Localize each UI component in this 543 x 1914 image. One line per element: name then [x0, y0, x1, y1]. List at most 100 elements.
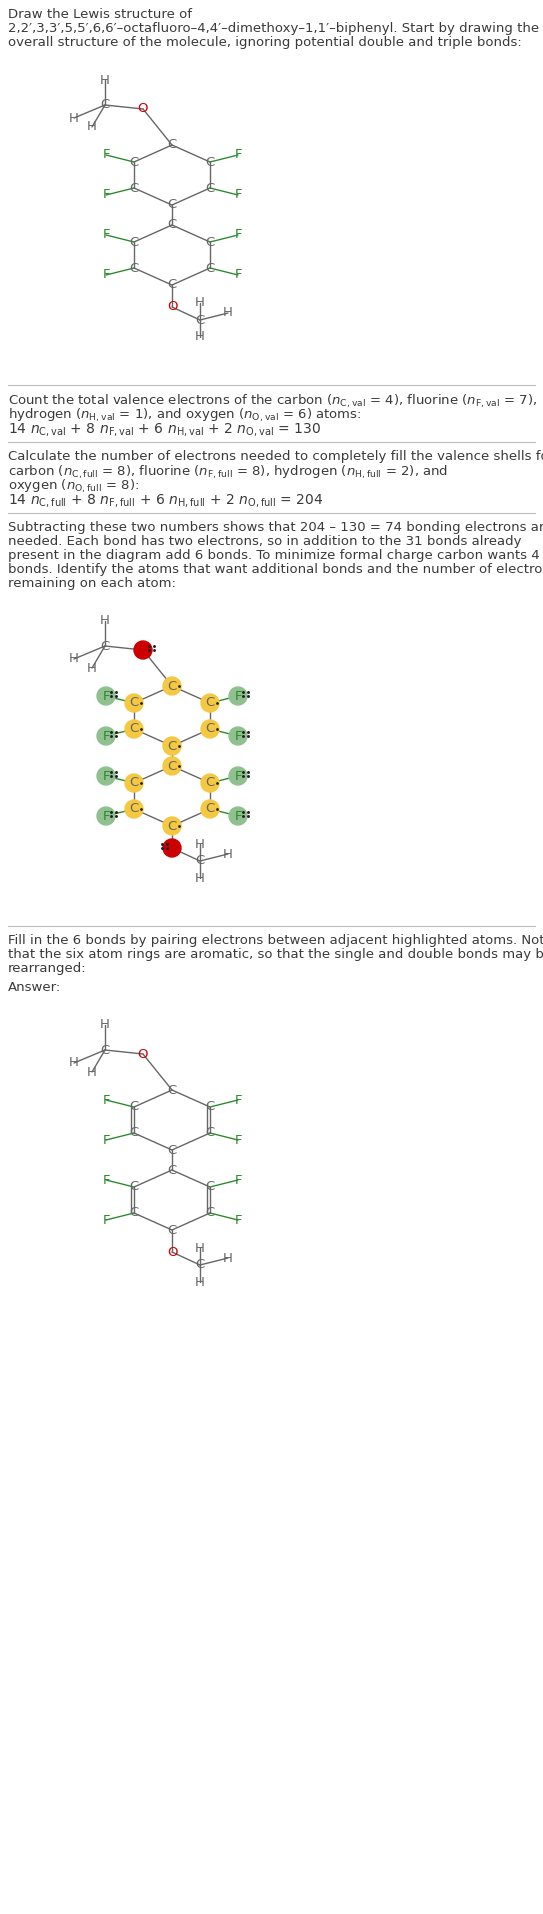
Text: F: F — [234, 1133, 242, 1146]
Text: C: C — [129, 155, 138, 168]
Text: H: H — [195, 1275, 205, 1288]
Text: H: H — [195, 297, 205, 310]
Text: C: C — [205, 155, 214, 168]
Circle shape — [125, 695, 143, 712]
Text: $14\ n_\mathregular{C, full}$ + $8\ n_\mathregular{F, full}$ + $6\ n_\mathregula: $14\ n_\mathregular{C, full}$ + $8\ n_\m… — [8, 492, 324, 509]
Text: C: C — [167, 819, 176, 833]
Text: C: C — [167, 1223, 176, 1236]
Text: F: F — [234, 1173, 242, 1187]
Circle shape — [229, 687, 247, 704]
Text: H: H — [223, 1252, 233, 1265]
Text: H: H — [223, 848, 233, 861]
Text: O: O — [167, 1246, 177, 1259]
Circle shape — [97, 727, 115, 745]
Text: H: H — [223, 306, 233, 320]
Text: O: O — [138, 103, 148, 115]
Text: F: F — [234, 810, 242, 823]
Text: F: F — [102, 1173, 110, 1187]
Text: C: C — [205, 777, 214, 789]
Circle shape — [125, 720, 143, 739]
Text: C: C — [167, 760, 176, 773]
Text: C: C — [100, 1043, 110, 1057]
Text: C: C — [167, 199, 176, 212]
Text: H: H — [195, 1242, 205, 1254]
Text: F: F — [234, 1213, 242, 1227]
Text: F: F — [234, 188, 242, 201]
Circle shape — [97, 687, 115, 704]
Text: F: F — [102, 769, 110, 783]
Text: Draw the Lewis structure of: Draw the Lewis structure of — [8, 8, 192, 21]
Text: C: C — [205, 802, 214, 815]
Circle shape — [97, 768, 115, 785]
Circle shape — [163, 838, 181, 857]
Text: F: F — [234, 689, 242, 702]
Text: F: F — [234, 1093, 242, 1106]
Text: F: F — [102, 729, 110, 743]
Circle shape — [134, 641, 152, 658]
Text: C: C — [100, 98, 110, 111]
Circle shape — [163, 737, 181, 754]
Text: F: F — [102, 268, 110, 281]
Circle shape — [201, 773, 219, 792]
Text: C: C — [205, 262, 214, 274]
Text: C: C — [129, 262, 138, 274]
Text: F: F — [102, 188, 110, 201]
Text: C: C — [167, 679, 176, 693]
Text: C: C — [195, 1259, 205, 1271]
Text: 2,2′,3,3′,5,5′,6,6′–octafluoro–4,4′–dimethoxy–1,1′–biphenyl. Start by drawing th: 2,2′,3,3′,5,5′,6,6′–octafluoro–4,4′–dime… — [8, 21, 539, 34]
Text: O: O — [167, 300, 177, 314]
Text: H: H — [195, 838, 205, 850]
Text: F: F — [234, 729, 242, 743]
Text: needed. Each bond has two electrons, so in addition to the 31 bonds already: needed. Each bond has two electrons, so … — [8, 536, 521, 547]
Text: C: C — [129, 235, 138, 249]
Circle shape — [163, 758, 181, 775]
Circle shape — [97, 808, 115, 825]
Text: F: F — [102, 1093, 110, 1106]
Text: C: C — [100, 639, 110, 653]
Text: Subtracting these two numbers shows that 204 – 130 = 74 bonding electrons are: Subtracting these two numbers shows that… — [8, 521, 543, 534]
Text: C: C — [205, 1206, 214, 1219]
Circle shape — [163, 817, 181, 835]
Text: H: H — [100, 1018, 110, 1032]
Text: H: H — [100, 614, 110, 628]
Text: present in the diagram add 6 bonds. To minimize formal charge carbon wants 4: present in the diagram add 6 bonds. To m… — [8, 549, 540, 563]
Text: C: C — [167, 1164, 176, 1177]
Text: H: H — [69, 111, 79, 124]
Text: carbon ($n_\mathregular{C, full}$ = 8), fluorine ($n_\mathregular{F, full}$ = 8): carbon ($n_\mathregular{C, full}$ = 8), … — [8, 463, 448, 480]
Text: C: C — [129, 1101, 138, 1114]
Text: O: O — [167, 842, 177, 854]
Text: C: C — [129, 697, 138, 710]
Text: C: C — [129, 182, 138, 195]
Text: H: H — [69, 1057, 79, 1070]
Circle shape — [125, 800, 143, 817]
Text: H: H — [195, 331, 205, 343]
Text: $14\ n_\mathregular{C, val}$ + $8\ n_\mathregular{F, val}$ + $6\ n_\mathregular{: $14\ n_\mathregular{C, val}$ + $8\ n_\ma… — [8, 421, 321, 438]
Text: C: C — [167, 279, 176, 291]
Text: C: C — [195, 854, 205, 867]
Text: C: C — [167, 739, 176, 752]
Circle shape — [229, 768, 247, 785]
Text: that the six atom rings are aromatic, so that the single and double bonds may be: that the six atom rings are aromatic, so… — [8, 947, 543, 961]
Text: C: C — [129, 1127, 138, 1139]
Text: H: H — [87, 121, 97, 134]
Circle shape — [163, 678, 181, 695]
Text: C: C — [195, 314, 205, 327]
Text: C: C — [205, 1101, 214, 1114]
Text: remaining on each atom:: remaining on each atom: — [8, 576, 176, 590]
Text: C: C — [205, 182, 214, 195]
Text: C: C — [167, 1143, 176, 1156]
Text: Calculate the number of electrons needed to completely fill the valence shells f: Calculate the number of electrons needed… — [8, 450, 543, 463]
Text: C: C — [205, 722, 214, 735]
Text: F: F — [102, 149, 110, 161]
Text: rearranged:: rearranged: — [8, 963, 87, 974]
Text: H: H — [100, 73, 110, 86]
Text: C: C — [205, 235, 214, 249]
Text: F: F — [102, 1213, 110, 1227]
Text: F: F — [102, 689, 110, 702]
Circle shape — [229, 727, 247, 745]
Text: F: F — [102, 1133, 110, 1146]
Circle shape — [125, 773, 143, 792]
Text: overall structure of the molecule, ignoring potential double and triple bonds:: overall structure of the molecule, ignor… — [8, 36, 522, 50]
Text: C: C — [129, 802, 138, 815]
Text: Answer:: Answer: — [8, 982, 61, 993]
